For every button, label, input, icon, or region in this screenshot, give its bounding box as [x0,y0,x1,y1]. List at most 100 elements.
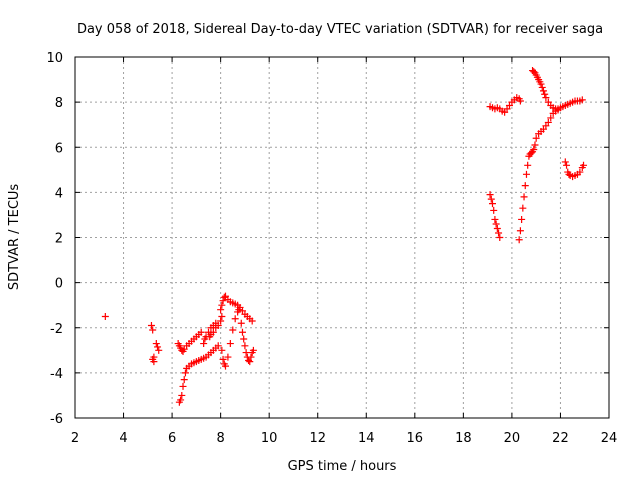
data-point [181,369,189,377]
data-point [155,346,163,354]
data-point [493,224,501,232]
data-point [492,220,500,228]
series-seg-8.9 [237,319,257,366]
data-point [537,80,545,88]
data-point [217,317,225,325]
data-point [486,191,494,199]
x-tick-label: 24 [601,431,618,446]
series-seg-6.3-high [174,328,205,355]
data-point [238,328,246,336]
data-point [547,114,555,122]
y-tick-label: 6 [55,141,63,156]
data-point [248,317,256,325]
series-seg-19.2-high [486,94,524,116]
series-seg-19.2-low [486,191,504,241]
data-point [522,170,530,178]
data-point [542,94,550,102]
data-point [487,195,495,203]
data-point [197,328,205,336]
data-point [249,346,257,354]
y-tick-label: 0 [55,277,63,292]
plot-frame [74,56,610,419]
data-point [246,358,254,366]
data-point [240,335,248,343]
data-point [101,312,109,320]
data-point [578,96,586,104]
data-point [580,161,588,169]
data-point [149,355,157,363]
x-tick-label: 4 [119,431,127,446]
data-point [524,161,532,169]
data-point [237,319,245,327]
chart-title: Day 058 of 2018, Sidereal Day-to-day VTE… [77,22,603,37]
data-point [209,328,217,336]
data-point [154,343,162,351]
data-point [496,234,504,241]
data-point [229,326,237,334]
y-tick-label: -6 [50,412,63,427]
y-tick-label: 2 [55,232,63,247]
series-seg-7.6 [206,312,226,341]
series-seg-5.4 [152,340,163,354]
data-point [178,391,186,399]
y-tick-label: 10 [46,51,63,66]
y-tick-label: -4 [50,367,63,382]
data-point [563,161,571,169]
data-point [218,346,226,354]
data-point [214,342,222,350]
data-point [520,193,528,201]
data-point [518,215,526,223]
data-point [554,106,562,114]
data-point [247,353,255,361]
x-tick-label: 16 [407,431,424,446]
data-point [532,134,540,142]
y-tick-label: 8 [55,96,63,111]
grid-layer [75,57,609,418]
series-seg-20.9-fall [529,67,562,114]
x-tick-label: 10 [261,431,278,446]
y-tick-label: 4 [55,186,63,201]
data-point [491,215,499,223]
data-point [538,83,546,91]
data-point [218,312,226,320]
data-point [242,349,250,357]
data-point [521,182,529,190]
data-point [519,204,527,212]
data-point [180,376,188,384]
data-point [218,301,226,309]
series-seg-22.2 [561,158,588,181]
data-point [530,146,538,154]
data-point [214,321,222,329]
data-point [220,293,228,301]
data-point [539,87,547,95]
data-point [531,141,539,149]
data-point [515,236,523,244]
data-point [219,297,227,305]
x-tick-label: 14 [358,431,375,446]
series-seg-5.2 [147,321,158,366]
x-tick-label: 8 [216,431,224,446]
y-axis-label: SDTVAR / TECUs [7,184,22,291]
data-point [544,118,552,126]
data-point [152,340,160,348]
data-point [231,315,239,323]
data-point [179,382,187,390]
x-tick-label: 6 [168,431,176,446]
y-tick-label: -2 [50,322,63,337]
data-point [516,97,524,105]
data-point [241,342,249,350]
data-point [219,355,227,363]
data-point [495,229,503,237]
x-axis-label: GPS time / hours [288,459,397,474]
series-isolated [101,312,109,320]
data-point [516,227,524,235]
data-point [490,206,498,214]
data-point [226,340,234,348]
data-point [235,306,243,314]
x-tick-label: 12 [309,431,326,446]
data-point [217,306,225,314]
x-tick-label: 2 [71,431,79,446]
data-point [149,326,157,334]
